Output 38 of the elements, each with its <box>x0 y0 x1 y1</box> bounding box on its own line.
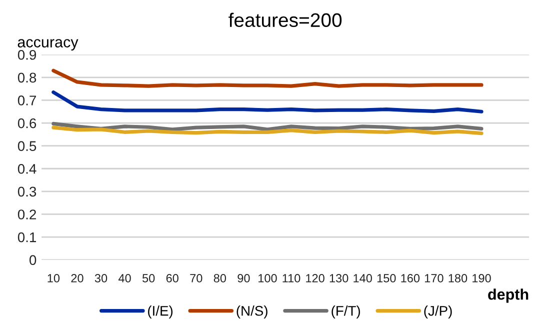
x-axis-title: depth <box>488 288 528 303</box>
chart-title: features=200 <box>228 12 342 28</box>
x-tick-label: 190 <box>472 274 491 282</box>
y-tick-label: 0.1 <box>18 232 36 242</box>
y-tick-label: 0.8 <box>18 72 36 83</box>
y-tick-label: 0.5 <box>18 141 36 151</box>
y-tick-label: 0.3 <box>18 186 36 197</box>
x-tick-label: 20 <box>71 274 84 282</box>
legend-label: (N/S) <box>236 306 268 318</box>
legend-label: (J/P) <box>424 306 452 318</box>
x-tick-label: 50 <box>142 274 155 282</box>
legend-label: (I/E) <box>148 306 173 318</box>
x-tick-label: 60 <box>166 274 178 282</box>
x-tick-label: 70 <box>190 274 202 282</box>
x-tick-label: 130 <box>330 274 348 282</box>
x-tick-label: 110 <box>282 274 300 282</box>
x-tick-label: 100 <box>258 274 277 282</box>
x-tick-label: 30 <box>94 274 108 282</box>
y-tick-label: 0.4 <box>18 164 36 174</box>
x-tick-label: 170 <box>424 274 444 282</box>
x-tick-label: 140 <box>354 274 372 282</box>
line-series <box>52 68 484 88</box>
x-tick-label: 80 <box>214 274 226 282</box>
y-tick-label: 0.6 <box>18 118 36 128</box>
y-tick-label: 0 <box>30 255 36 266</box>
legend-label: (F/T) <box>332 306 360 318</box>
x-tick-label: 180 <box>448 274 468 282</box>
x-tick-label: 10 <box>48 274 60 282</box>
x-tick-label: 120 <box>306 274 324 282</box>
x-tick-label: 160 <box>401 274 420 282</box>
x-tick-label: 150 <box>377 274 396 282</box>
x-tick-label: 40 <box>118 274 131 282</box>
x-tick-label: 90 <box>238 274 250 282</box>
y-tick-label: 0.2 <box>18 210 36 220</box>
line-series <box>52 90 484 114</box>
y-tick-label: 0.9 <box>18 50 36 60</box>
y-tick-label: 0.7 <box>18 96 36 106</box>
y-axis-title: accuracy <box>18 39 78 51</box>
